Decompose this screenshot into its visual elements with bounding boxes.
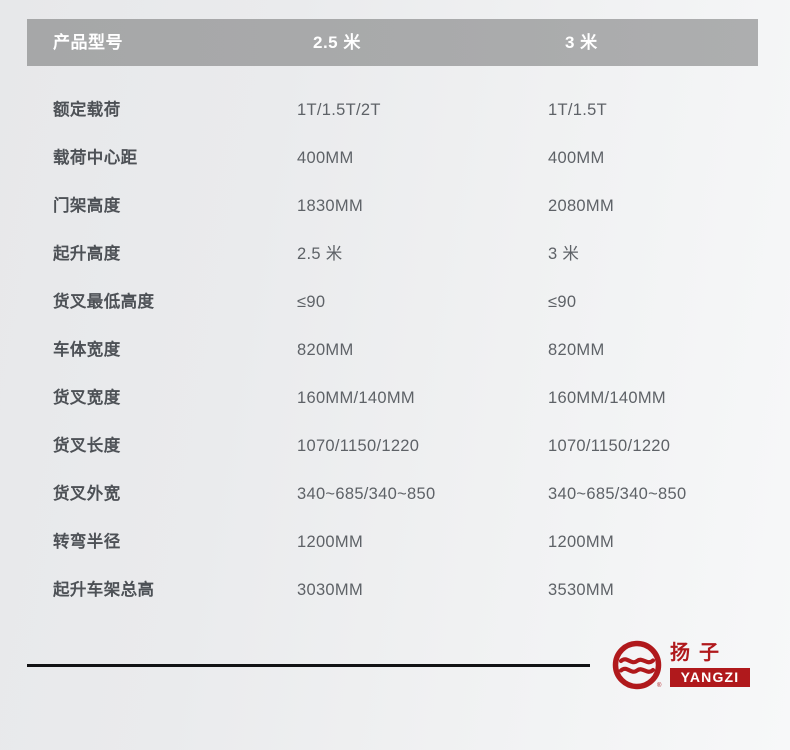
row-label: 转弯半径: [53, 533, 121, 551]
row-value-2p5m: 1200MM: [297, 533, 363, 551]
brand-wordmark: 扬子 YANGZI: [670, 639, 750, 691]
row-label: 载荷中心距: [53, 149, 138, 167]
row-value-2p5m: 1830MM: [297, 197, 363, 215]
spec-table-header: 产品型号 2.5 米 3 米: [27, 19, 758, 66]
spec-table-body: 额定载荷 1T/1.5T/2T 1T/1.5T 载荷中心距 400MM 400M…: [0, 86, 790, 614]
row-value-3m: 1T/1.5T: [548, 101, 607, 119]
row-value-2p5m: 3030MM: [297, 581, 363, 599]
row-label: 起升高度: [53, 245, 121, 263]
header-cell-3m: 3 米: [565, 33, 598, 52]
brand-name-banner: YANGZI: [670, 668, 750, 687]
table-row: 货叉长度 1070/1150/1220 1070/1150/1220: [0, 422, 790, 470]
row-label: 货叉长度: [53, 437, 121, 455]
row-value-2p5m: 340~685/340~850: [297, 485, 436, 503]
row-value-2p5m: ≤90: [297, 293, 326, 311]
table-row: 车体宽度 820MM 820MM: [0, 326, 790, 374]
row-label: 货叉最低高度: [53, 293, 155, 311]
row-value-2p5m: 1070/1150/1220: [297, 437, 420, 455]
registered-trademark-mark: ®: [657, 683, 662, 689]
row-value-2p5m: 400MM: [297, 149, 354, 167]
brand-name-latin: YANGZI: [680, 669, 740, 685]
row-value-3m: 340~685/340~850: [548, 485, 687, 503]
yangzi-circle-wave-icon: [612, 640, 662, 690]
row-label: 起升车架总高: [53, 581, 155, 599]
row-value-3m: 1070/1150/1220: [548, 437, 671, 455]
table-row: 货叉最低高度 ≤90 ≤90: [0, 278, 790, 326]
row-value-3m: 1200MM: [548, 533, 614, 551]
row-label: 门架高度: [53, 197, 121, 215]
table-row: 转弯半径 1200MM 1200MM: [0, 518, 790, 566]
row-value-3m: 820MM: [548, 341, 605, 359]
table-row: 货叉宽度 160MM/140MM 160MM/140MM: [0, 374, 790, 422]
footer-divider: [27, 664, 590, 667]
row-value-3m: 3 米: [548, 245, 580, 263]
row-label: 额定载荷: [53, 101, 121, 119]
brand-logo: ® 扬子 YANGZI: [612, 639, 752, 691]
header-cell-model: 产品型号: [53, 33, 123, 52]
table-row: 载荷中心距 400MM 400MM: [0, 134, 790, 182]
brand-name-chinese: 扬子: [670, 640, 728, 664]
row-value-2p5m: 1T/1.5T/2T: [297, 101, 381, 119]
row-value-3m: 160MM/140MM: [548, 389, 666, 407]
row-label: 车体宽度: [53, 341, 121, 359]
row-label: 货叉外宽: [53, 485, 121, 503]
row-value-3m: 3530MM: [548, 581, 614, 599]
table-row: 货叉外宽 340~685/340~850 340~685/340~850: [0, 470, 790, 518]
table-row: 起升高度 2.5 米 3 米: [0, 230, 790, 278]
row-value-2p5m: 2.5 米: [297, 245, 343, 263]
row-value-3m: ≤90: [548, 293, 577, 311]
row-value-3m: 2080MM: [548, 197, 614, 215]
row-value-3m: 400MM: [548, 149, 605, 167]
table-row: 起升车架总高 3030MM 3530MM: [0, 566, 790, 614]
row-label: 货叉宽度: [53, 389, 121, 407]
row-value-2p5m: 820MM: [297, 341, 354, 359]
table-row: 门架高度 1830MM 2080MM: [0, 182, 790, 230]
row-value-2p5m: 160MM/140MM: [297, 389, 415, 407]
table-row: 额定载荷 1T/1.5T/2T 1T/1.5T: [0, 86, 790, 134]
header-cell-2p5m: 2.5 米: [313, 33, 361, 52]
